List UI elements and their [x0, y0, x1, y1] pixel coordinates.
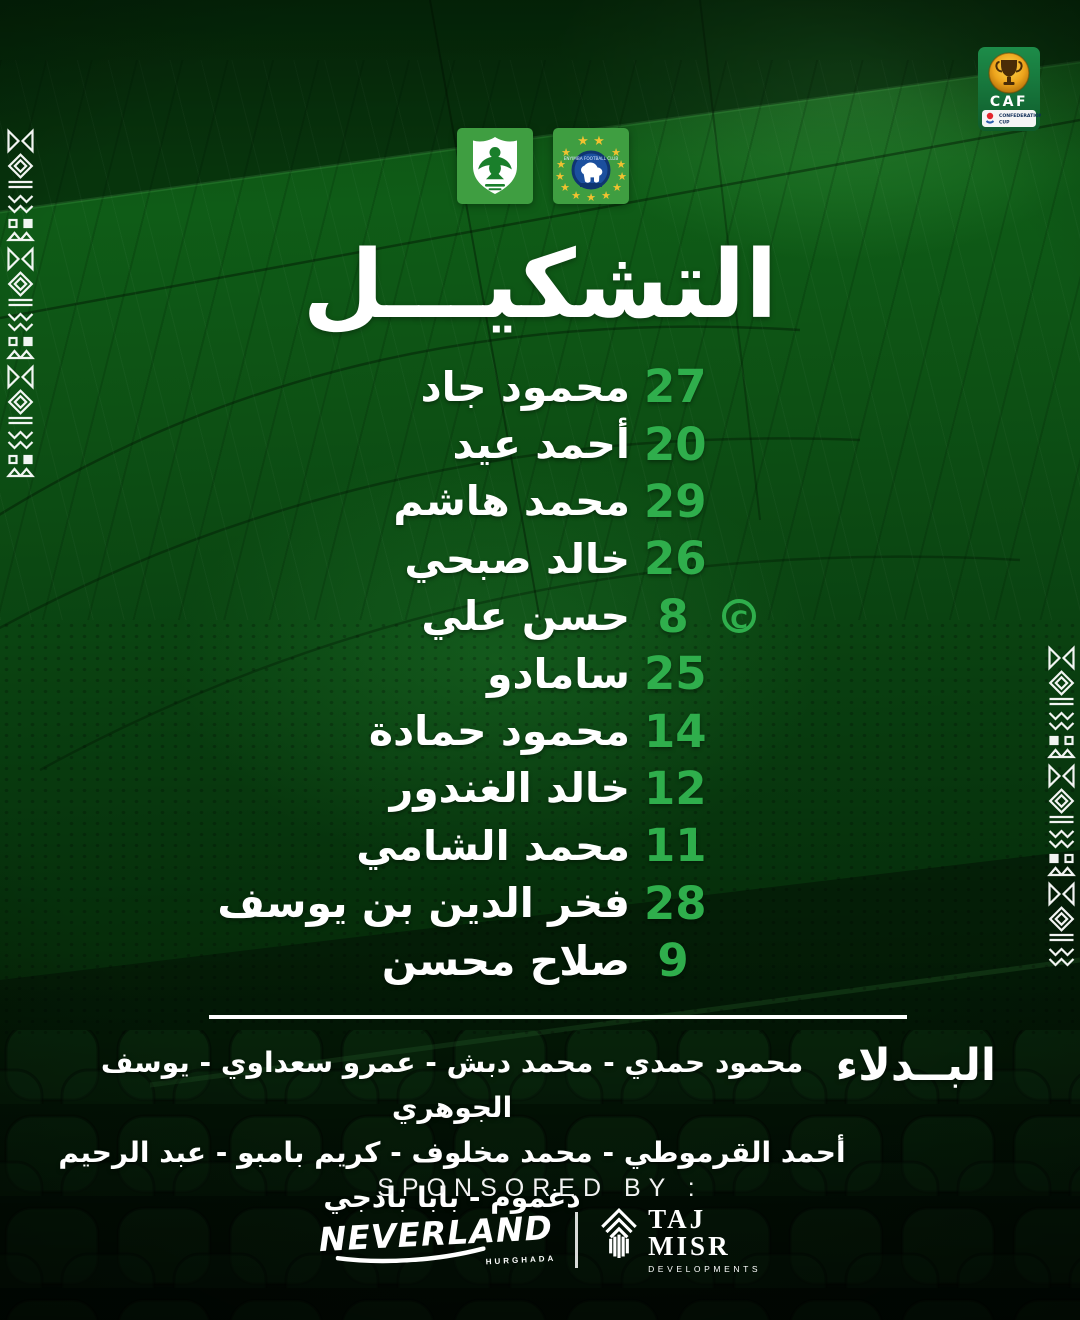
- player-name: حسن علي: [421, 592, 630, 641]
- svg-text:★: ★: [586, 191, 596, 204]
- player-number: 28: [644, 876, 707, 930]
- svg-text:CAF: CAF: [990, 94, 1028, 110]
- player-row: خالد الغندور 12: [217, 760, 707, 817]
- enyimba-crest-icon: ★ ★ ★ ★ ★ ★ ★ ★ ★ ★ ★ ★ ★ ENYIMBA FOOTBA…: [553, 128, 629, 204]
- player-row: محمود حمادة 14: [217, 702, 707, 759]
- page-title: التشكيـــل: [302, 231, 778, 340]
- sponsor-separator: [575, 1212, 579, 1268]
- player-number: 27: [644, 360, 707, 414]
- player-number: 29: [644, 474, 707, 528]
- section-divider: [209, 1015, 907, 1019]
- svg-text:CUP: CUP: [999, 120, 1010, 126]
- player-row: خالد صبحي 26: [217, 530, 707, 587]
- player-name: أحمد عيد: [452, 420, 630, 469]
- svg-text:★: ★: [601, 189, 611, 202]
- player-name: خالد الغندور: [389, 764, 630, 813]
- sponsored-by-heading: SPONSORED BY :: [377, 1174, 703, 1202]
- player-name: محمود حمادة: [368, 707, 630, 756]
- captain-icon: C: [722, 599, 756, 634]
- player-row-captain: حسن علي 8 C: [217, 588, 756, 645]
- player-name: محمود جاد: [420, 362, 630, 411]
- player-number: 20: [644, 417, 707, 471]
- svg-text:ENYIMBA FOOTBALL CLUB: ENYIMBA FOOTBALL CLUB: [564, 156, 619, 161]
- player-name: صلاح محسن: [381, 936, 630, 985]
- svg-text:★: ★: [560, 181, 570, 194]
- player-name: فخر الدين بن يوسف: [217, 879, 630, 928]
- player-name: خالد صبحي: [404, 534, 630, 583]
- svg-text:CONFEDERATION: CONFEDERATION: [999, 113, 1041, 119]
- starting-lineup-list: محمود جاد 27 أحمد عيد 20 محمد هاشم 29 خا…: [217, 358, 756, 989]
- player-number: 25: [644, 647, 707, 701]
- caf-confederation-cup-badge: CAF CONFEDERATION CUP: [977, 46, 1041, 132]
- player-number: 14: [644, 704, 707, 758]
- player-number: 26: [644, 532, 707, 586]
- taj-misr-arch-icon: [601, 1207, 637, 1258]
- player-name: محمد الشامي: [356, 821, 630, 870]
- player-number: 9: [657, 934, 689, 988]
- player-name: سامادو: [486, 649, 630, 698]
- taj-misr-line2: MISR: [648, 1231, 731, 1261]
- player-number: 8: [657, 589, 689, 643]
- african-pattern-strip-right: [1046, 645, 1077, 967]
- player-row: فخر الدين بن يوسف 28: [217, 875, 707, 932]
- player-row: صلاح محسن 9: [217, 932, 702, 989]
- substitutes-heading: البــدلاء: [835, 1040, 996, 1091]
- player-number: 11: [644, 819, 707, 873]
- neverland-logo: NEVERLAND HURGHADA: [318, 1207, 557, 1272]
- svg-text:★: ★: [577, 134, 589, 149]
- al-masry-crest-icon: [457, 128, 533, 204]
- taj-misr-logo: TAJ MISR DEVELOPMENTS: [600, 1206, 761, 1274]
- player-name: محمد هاشم: [393, 477, 630, 526]
- player-row: محمد هاشم 29: [217, 473, 707, 530]
- player-row: محمود جاد 27: [217, 358, 707, 415]
- taj-misr-line1: TAJ: [648, 1204, 707, 1234]
- player-number: 12: [644, 761, 707, 815]
- substitutes-line: محمود حمدي - محمد دبش - عمرو سعداوي - يو…: [100, 1046, 804, 1124]
- player-row: محمد الشامي 11: [217, 817, 707, 874]
- sponsor-logos-row: NEVERLAND HURGHADA TAJ MISR DEVELOPMENTS: [0, 1206, 1080, 1275]
- player-row: سامادو 25: [217, 645, 707, 702]
- player-row: أحمد عيد 20: [217, 415, 707, 472]
- svg-text:★: ★: [571, 189, 581, 202]
- taj-misr-subtitle: DEVELOPMENTS: [648, 1264, 762, 1274]
- svg-text:★: ★: [593, 134, 605, 149]
- svg-text:★: ★: [612, 181, 622, 194]
- neverland-subtitle: HURGHADA: [485, 1253, 557, 1266]
